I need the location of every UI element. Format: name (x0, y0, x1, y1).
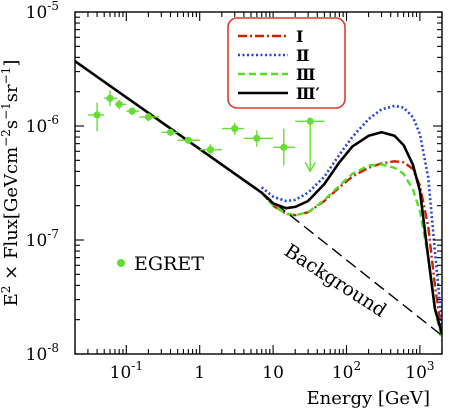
egret-marker (184, 136, 192, 144)
egret-marker (144, 113, 152, 121)
x-tick-label: 102 (332, 359, 361, 383)
egret-point (114, 99, 127, 110)
legend-label: Ⅲ (296, 65, 315, 84)
series-line-3 (260, 163, 442, 342)
egret-point (295, 117, 325, 173)
series-layer (75, 60, 442, 342)
y-tick-label: 10-8 (26, 341, 59, 365)
egret-marker (128, 107, 136, 115)
y-tick-label: 10-7 (26, 227, 59, 251)
x-tick-label: 10 (262, 363, 284, 383)
ticks-layer (74, 11, 443, 355)
egret-point (104, 90, 118, 106)
egret-marker (93, 111, 101, 119)
egret-marker (306, 117, 314, 125)
tick-labels-layer: 10-1 1 10 102 103 10-5 10-6 10-7 10-8 Energy [GeV… (0, 0, 435, 409)
egret-point (87, 102, 105, 132)
egret-point (273, 128, 296, 166)
egret-point (243, 130, 274, 147)
x-tick-label: 10-1 (110, 359, 143, 383)
legend-box (227, 17, 346, 109)
egret-marker (206, 146, 215, 154)
plot-frame (74, 11, 443, 355)
egret-marker (231, 124, 239, 133)
series-line-background (261, 192, 442, 337)
egret-marker (253, 134, 261, 142)
egret-marker (166, 128, 175, 136)
legend-label: Ⅱ (296, 46, 309, 65)
egret-marker (280, 143, 288, 151)
egret-point (126, 107, 140, 115)
y-tick-label: 10-5 (26, 0, 59, 23)
egret-point (221, 122, 244, 135)
y-axis-label: E2 × Flux[GeVcm−2s−1sr−1] (0, 60, 22, 307)
egret-marker (106, 94, 114, 102)
y-tick-label: 10-6 (26, 113, 59, 137)
egret-point (139, 113, 160, 122)
egret-point (177, 136, 200, 144)
egret-marker (115, 100, 123, 108)
egret-points-layer (87, 90, 325, 173)
x-tick-label: 1 (194, 363, 205, 383)
legend-label: Ⅲ′ (296, 84, 320, 103)
egret-point (199, 144, 222, 155)
egret-point (161, 128, 178, 136)
series-line-4 (75, 60, 442, 335)
egret-arrowhead (304, 162, 316, 173)
x-tick-label: 103 (405, 359, 434, 383)
x-axis-label: Energy [GeV] (307, 388, 430, 409)
legend-label: Ⅰ (296, 27, 303, 46)
egret-legend-marker (117, 259, 125, 267)
egret-annotation: EGRET (134, 253, 204, 275)
